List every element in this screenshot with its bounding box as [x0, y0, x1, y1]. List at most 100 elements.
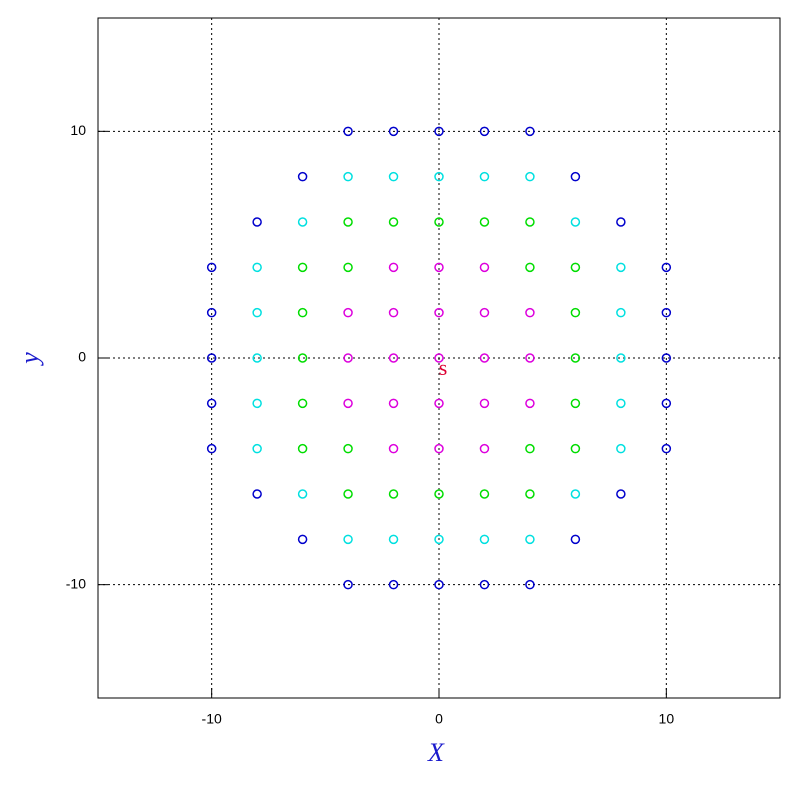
point — [297, 443, 308, 454]
point — [252, 353, 262, 363]
point — [343, 171, 353, 182]
x-tick-label: -10 — [202, 711, 222, 727]
point — [252, 489, 262, 499]
point — [434, 534, 444, 545]
point — [343, 489, 353, 499]
point — [525, 217, 535, 227]
point — [434, 217, 444, 227]
point — [388, 262, 399, 273]
y-tick-label: 0 — [78, 349, 86, 365]
point — [479, 171, 490, 182]
point — [479, 353, 490, 363]
point — [570, 262, 581, 273]
point — [570, 489, 581, 499]
point — [616, 443, 626, 454]
point — [570, 398, 581, 409]
point — [479, 534, 490, 545]
point — [388, 171, 399, 182]
point — [570, 171, 581, 182]
point — [297, 534, 308, 545]
point — [570, 534, 581, 545]
point — [525, 489, 535, 499]
point — [252, 307, 262, 318]
point — [434, 171, 444, 182]
point — [388, 353, 399, 363]
point — [252, 443, 262, 454]
point — [616, 307, 626, 318]
point — [525, 126, 535, 137]
point — [525, 534, 535, 545]
point — [525, 579, 535, 590]
point — [343, 579, 353, 590]
point — [525, 353, 535, 363]
x-tick-label: 0 — [435, 711, 443, 727]
point — [343, 307, 353, 318]
point — [434, 307, 444, 318]
point — [297, 353, 308, 363]
point — [388, 307, 399, 318]
point — [661, 262, 672, 273]
point — [252, 398, 262, 409]
point — [252, 217, 262, 227]
point — [343, 217, 353, 227]
point — [434, 489, 444, 499]
point — [525, 171, 535, 182]
point — [570, 217, 581, 227]
y-tick-label: -10 — [66, 575, 86, 591]
point — [252, 262, 262, 273]
point — [388, 489, 399, 499]
point — [434, 126, 444, 137]
point — [388, 398, 399, 409]
point — [479, 489, 490, 499]
point — [388, 579, 399, 590]
y-axis-title: y — [15, 352, 44, 367]
point — [570, 307, 581, 318]
point — [479, 217, 490, 227]
point — [525, 398, 535, 409]
point — [616, 217, 626, 227]
point — [343, 534, 353, 545]
point — [434, 398, 444, 409]
point — [388, 443, 399, 454]
point — [434, 262, 444, 273]
point — [661, 443, 672, 454]
point — [388, 217, 399, 227]
point — [661, 307, 672, 318]
point — [616, 353, 626, 363]
point — [479, 307, 490, 318]
x-tick-label: 10 — [659, 711, 675, 727]
point — [206, 262, 217, 273]
point — [479, 398, 490, 409]
point — [479, 262, 490, 273]
point — [343, 126, 353, 137]
point — [434, 443, 444, 454]
point — [206, 443, 217, 454]
annotation: s — [439, 355, 448, 380]
point — [343, 398, 353, 409]
point — [525, 262, 535, 273]
point — [525, 307, 535, 318]
point — [297, 398, 308, 409]
point — [388, 534, 399, 545]
point — [616, 489, 626, 499]
point — [206, 398, 217, 409]
point — [297, 262, 308, 273]
point — [661, 353, 672, 363]
point — [297, 217, 308, 227]
point — [661, 398, 672, 409]
point — [479, 443, 490, 454]
point — [570, 353, 581, 363]
x-axis-title: X — [427, 738, 445, 767]
point — [616, 262, 626, 273]
y-tick-label: 10 — [70, 122, 86, 138]
point — [525, 443, 535, 454]
point — [343, 353, 353, 363]
point — [297, 171, 308, 182]
point — [570, 443, 581, 454]
point — [297, 489, 308, 499]
point — [206, 307, 217, 318]
point — [343, 262, 353, 273]
point — [388, 126, 399, 137]
point — [206, 353, 217, 363]
point — [343, 443, 353, 454]
